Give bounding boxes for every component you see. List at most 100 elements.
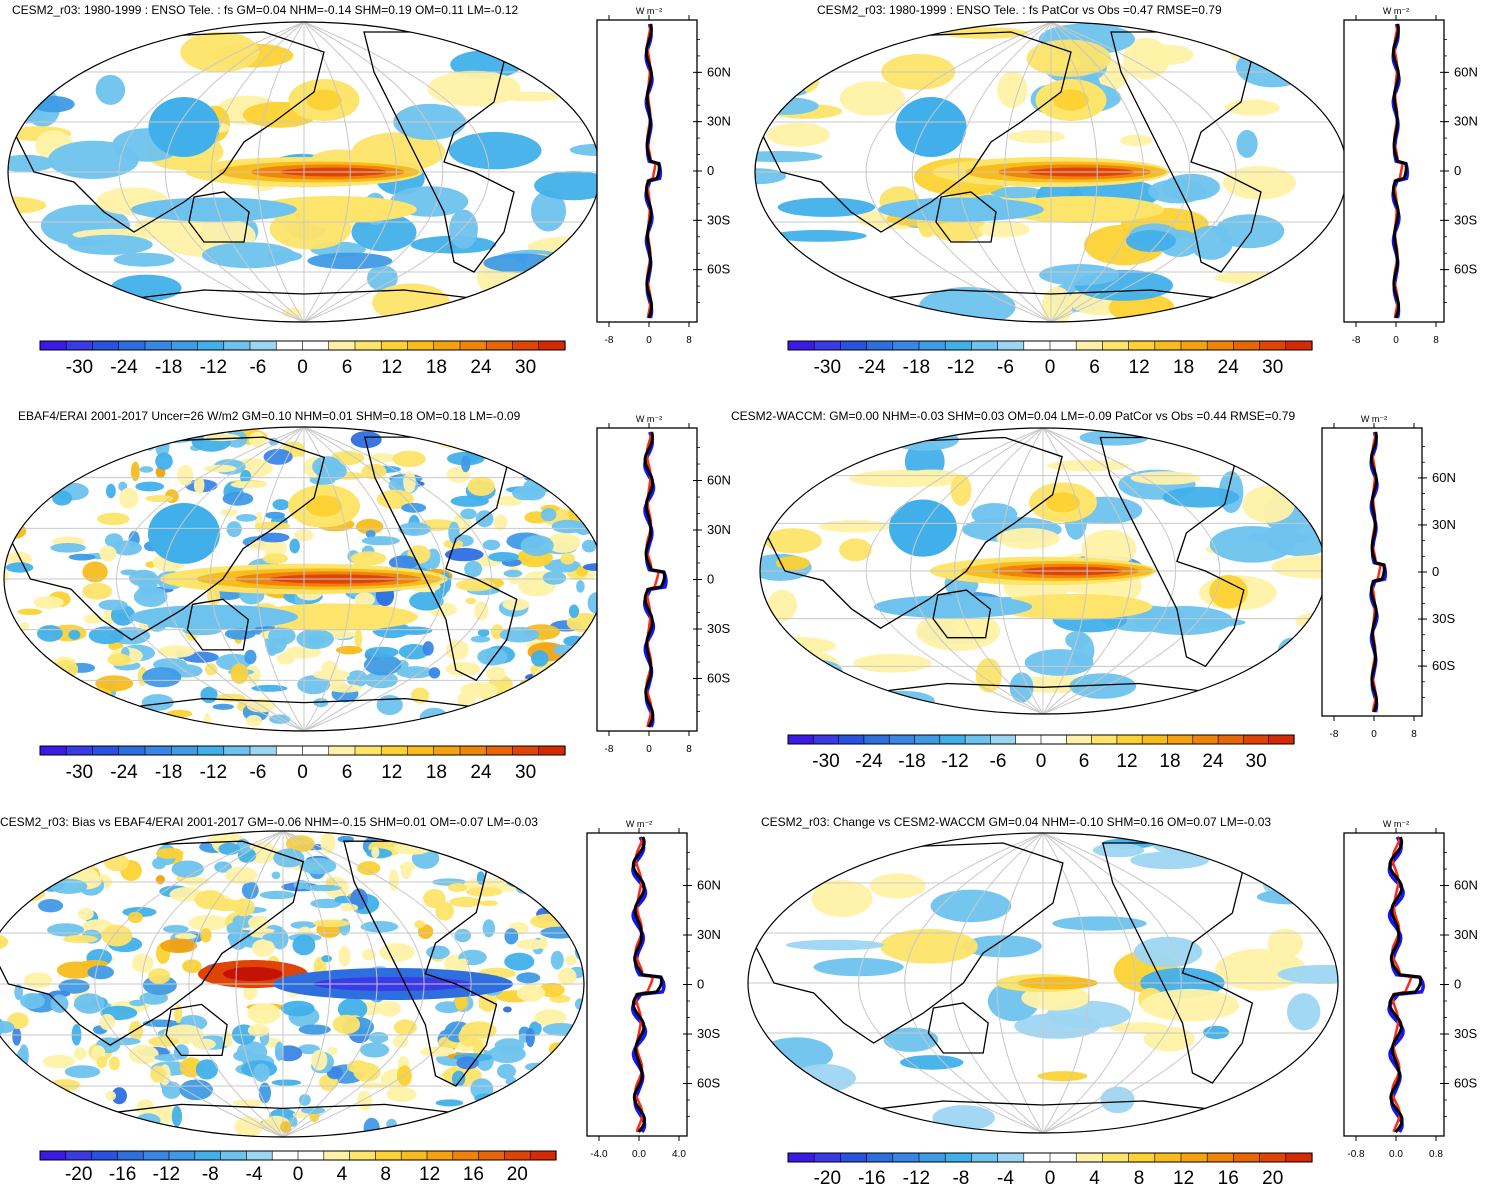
- colorbar-frame: [39, 340, 566, 351]
- panel-4-title: CESM2-WACCM: GM=0.00 NHM=-0.03 SHM=0.03 …: [731, 409, 1296, 423]
- colorbar-swatch: [39, 745, 67, 756]
- map-field-2: [755, 22, 1347, 322]
- colorbar-swatch: [170, 745, 199, 756]
- colorbar-label: -16: [858, 1168, 885, 1187]
- zonal-xtick-label: 8: [1433, 335, 1439, 346]
- colorbar-label: 18: [426, 762, 447, 783]
- colorbar-swatch: [117, 1150, 144, 1161]
- colorbar-label: 30: [515, 762, 536, 783]
- zonal-ytick-label: 60S: [707, 670, 730, 685]
- colorbar-swatch: [1233, 1152, 1261, 1163]
- panel-6-title: CESM2_r03: Change vs CESM2-WACCM GM=0.04…: [761, 815, 1272, 829]
- colorbar-swatch: [1116, 734, 1143, 745]
- zonal-ytick-label: 60N: [707, 64, 731, 79]
- map-panel-6: [747, 832, 1339, 1134]
- colorbar-swatch: [813, 1152, 842, 1163]
- colorbar-swatch: [249, 340, 277, 351]
- zonal-mean-plot-5: 60N 30N 0 30S 60S -4.0 0.0 4.0 W m⁻²: [586, 819, 721, 1160]
- colorbar-swatch: [512, 745, 540, 756]
- colorbar-swatch: [1091, 734, 1118, 745]
- graticule-5: [0, 831, 584, 1137]
- colorbar-swatch: [142, 1150, 170, 1161]
- colorbar-label: -30: [812, 751, 839, 772]
- colorbar-swatch: [838, 734, 865, 745]
- colorbar-frame: [39, 1150, 557, 1161]
- colorbar-label: 0: [1045, 357, 1056, 378]
- colorbar-label: 24: [1218, 357, 1240, 378]
- colorbar-swatch: [197, 340, 225, 351]
- zonal-ytick-label: 30N: [707, 522, 731, 537]
- colorbar-swatch: [1180, 1152, 1208, 1163]
- zonal-ytick-label: 60N: [1454, 64, 1478, 79]
- zonal-line: [634, 836, 655, 1133]
- colorbar-swatch: [1233, 340, 1261, 351]
- zonal-xtick-label: -8: [1352, 335, 1361, 346]
- colorbar-label: 30: [1262, 357, 1283, 378]
- colorbar-swatch: [1023, 340, 1051, 351]
- panel-1-title: CESM2_r03: 1980-1999 : ENSO Tele. : fs G…: [12, 3, 519, 17]
- colorbar-swatch: [1023, 1152, 1051, 1163]
- colorbar-swatch: [297, 1150, 325, 1161]
- map-panel-2: [754, 21, 1348, 323]
- colorbar-swatch: [787, 340, 815, 351]
- colorbar-swatch: [538, 745, 566, 756]
- colorbar-label: -24: [110, 762, 138, 783]
- colorbar-2: -30 -24 -18 -12 -6 0 6 12 18 24 30: [787, 340, 1313, 378]
- zonal-ytick-label: 30S: [697, 1026, 720, 1041]
- colorbar-swatch: [1259, 1152, 1287, 1163]
- colorbar-swatch: [1154, 340, 1182, 351]
- colorbar-swatch: [92, 745, 120, 756]
- colorbar-label: 12: [381, 762, 402, 783]
- colorbar-swatch: [328, 340, 356, 351]
- colorbar-swatch: [813, 340, 842, 351]
- colorbar-swatch: [1217, 734, 1244, 745]
- map-field-3: [4, 427, 604, 731]
- colorbar-swatch: [1128, 1152, 1156, 1163]
- colorbar-label: 0: [1045, 1168, 1056, 1187]
- colorbar-swatch: [1141, 734, 1169, 745]
- colorbar-swatch: [1206, 340, 1234, 351]
- zonal-xtick-label: 0: [646, 335, 652, 346]
- colorbar-label: 6: [342, 762, 353, 783]
- colorbar-swatch: [888, 734, 916, 745]
- zonal-ytick-label: 30S: [707, 621, 730, 636]
- colorbar-label: 18: [1159, 751, 1180, 772]
- zonal-ytick-label: 60S: [1454, 262, 1477, 277]
- colorbar-label: 30: [1246, 751, 1267, 772]
- colorbar-frame: [787, 734, 1295, 745]
- map-border-5: [0, 830, 585, 1138]
- colorbar-label: -24: [858, 357, 886, 378]
- colorbar-swatch: [271, 1150, 299, 1161]
- zonal-xtick-label: -8: [605, 335, 614, 346]
- colorbar-swatch: [144, 745, 172, 756]
- colorbar-label: -12: [200, 357, 227, 378]
- colorbar-swatch: [118, 340, 146, 351]
- colorbar-swatch: [504, 1150, 531, 1161]
- colorbar-swatch: [1015, 734, 1042, 745]
- colorbar-label: -8: [202, 1164, 219, 1185]
- colorbar-swatch: [65, 745, 94, 756]
- colorbar-label: 4: [337, 1164, 348, 1185]
- graticule-4: [760, 428, 1326, 714]
- zonal-mean-plot-1: 60N 30N 0 30S 60S -8 0 8 W m⁻²: [596, 6, 731, 346]
- colorbar-label: 8: [1134, 1168, 1145, 1187]
- colorbar-swatch: [1049, 340, 1077, 351]
- colorbar-label: -6: [990, 751, 1007, 772]
- colorbar-label: -30: [66, 762, 93, 783]
- colorbar-swatch: [168, 1150, 196, 1161]
- colorbar-swatch: [1192, 734, 1219, 745]
- map-panel-3: [3, 426, 605, 732]
- colorbar-label: 12: [381, 357, 402, 378]
- colorbar-swatch: [1206, 1152, 1234, 1163]
- colorbar-swatch: [249, 745, 277, 756]
- zonal-line: [643, 431, 666, 728]
- zonal-xtick-label: -0.8: [1347, 1149, 1365, 1160]
- colorbar-1: -30 -24 -18 -12 -6 0 6 12 18 24 30: [39, 340, 566, 378]
- zonal-xtick-label: -4.0: [590, 1149, 608, 1160]
- colorbar-label: -4: [997, 1168, 1014, 1187]
- colorbar-label: -18: [898, 751, 925, 772]
- colorbar-swatch: [914, 734, 941, 745]
- colorbar-swatch: [1268, 734, 1295, 745]
- zonal-ytick-label: 0: [1432, 564, 1439, 579]
- colorbar-swatch: [840, 340, 868, 351]
